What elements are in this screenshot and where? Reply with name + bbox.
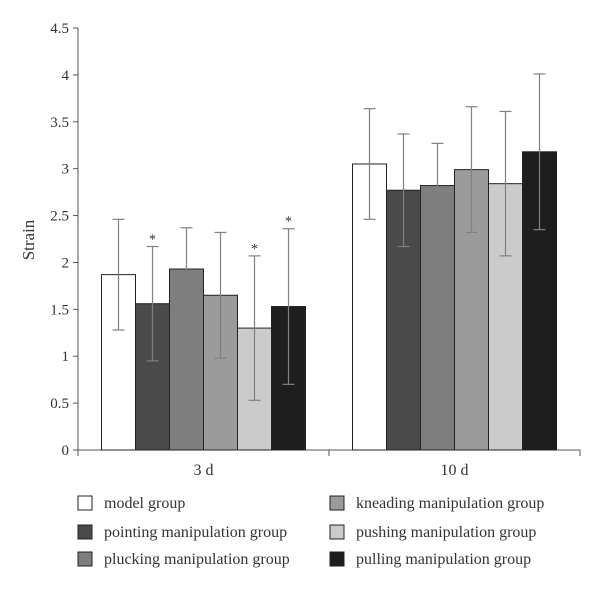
- legend-label: pointing manipulation group: [104, 524, 287, 541]
- y-tick-label: 3: [62, 162, 70, 178]
- y-tick-label: 0.5: [50, 396, 69, 412]
- y-tick-label: 3.5: [50, 115, 69, 131]
- bars: [101, 151, 557, 451]
- x-tick-label: 3 d: [194, 462, 214, 479]
- legend-swatch: [77, 551, 93, 567]
- legend-swatch: [329, 524, 345, 540]
- y-tick-label: 2.5: [50, 209, 69, 225]
- legend-label: pulling manipulation group: [356, 551, 531, 568]
- legend-swatch: [77, 495, 93, 511]
- legend-swatch: [329, 495, 345, 511]
- legend-swatch: [329, 551, 345, 567]
- significance-star: *: [251, 242, 258, 257]
- y-tick-label: 4: [62, 68, 70, 84]
- legend-label: pushing manipulation group: [356, 524, 536, 541]
- bar: [420, 185, 455, 451]
- legend: model group pointing manipulation group pl…: [77, 495, 544, 568]
- y-tick-label: 2: [62, 255, 70, 271]
- significance-markers: * * *: [149, 215, 292, 257]
- significance-star: *: [149, 233, 156, 248]
- y-axis-label: Strain: [19, 219, 38, 260]
- y-tick-label: 4.5: [50, 21, 69, 37]
- y-tick-label: 1: [62, 349, 70, 365]
- y-tick-label: 0: [62, 443, 70, 459]
- legend-label: kneading manipulation group: [356, 495, 544, 512]
- legend-label: model group: [104, 495, 185, 512]
- error-bars: [112, 73, 546, 401]
- legend-label: plucking manipulation group: [104, 551, 290, 568]
- legend-swatch: [77, 524, 93, 540]
- axes: 0 0.5 1 1.5 2 2.5 3 3.5 4 4.5 3 d 10 d: [50, 21, 581, 479]
- x-tick-label: 10 d: [441, 462, 469, 479]
- significance-star: *: [285, 215, 292, 230]
- y-tick-label: 1.5: [50, 302, 69, 318]
